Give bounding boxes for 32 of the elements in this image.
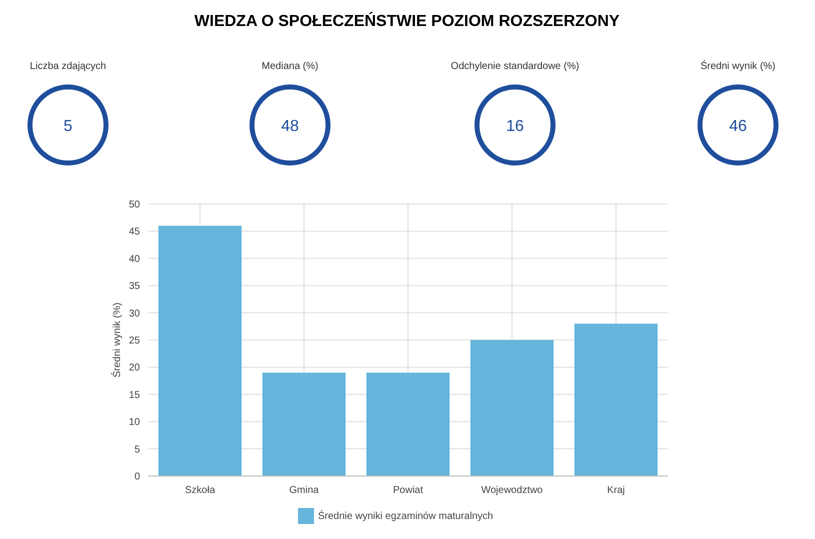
category-label: Odchylenie standardowe (%) [450,61,580,72]
x-tick-label: Kraj [607,485,625,496]
bar [366,372,450,476]
text: WIEDZA O SPOŁECZEŃSTWIE POZIOM ROZSZERZONY [194,11,620,30]
y-tick-label: 5 [134,444,140,456]
x-tick-label: Wojewodztwo [481,485,544,496]
category-label: Średni wynik (%) [700,60,776,72]
y-tick-label: 0 [134,472,140,482]
y-tick-label: 45 [128,226,140,238]
bar [470,340,554,476]
y-tick-label: 10 [128,417,140,428]
y-axis-title: Średni wynik (%) [111,302,123,378]
category-label: Mediana (%) [262,61,318,72]
y-tick-label: 20 [128,362,140,374]
y-tick-label: 50 [128,200,140,210]
x-tick-label: Gmina [289,485,320,496]
y-tick-label: 35 [128,281,140,292]
y-tick-label: 15 [128,390,140,401]
data-label: 16 [506,118,524,135]
x-tick-label: Szkoła [184,485,216,496]
legend-label: Średnie wyniki egzaminów maturalnych [318,510,494,522]
bar [158,226,242,476]
category-label: Liczba zdających [30,61,106,72]
x-tick-label: Powiat [392,485,424,496]
y-tick-label: 40 [128,254,140,265]
bar [262,372,346,476]
y-tick-label: 30 [128,308,140,320]
data-label: 48 [281,118,299,135]
bar [574,324,658,476]
data-label: 5 [64,118,73,135]
data-label: 46 [729,118,747,135]
y-tick-label: 25 [128,336,140,346]
